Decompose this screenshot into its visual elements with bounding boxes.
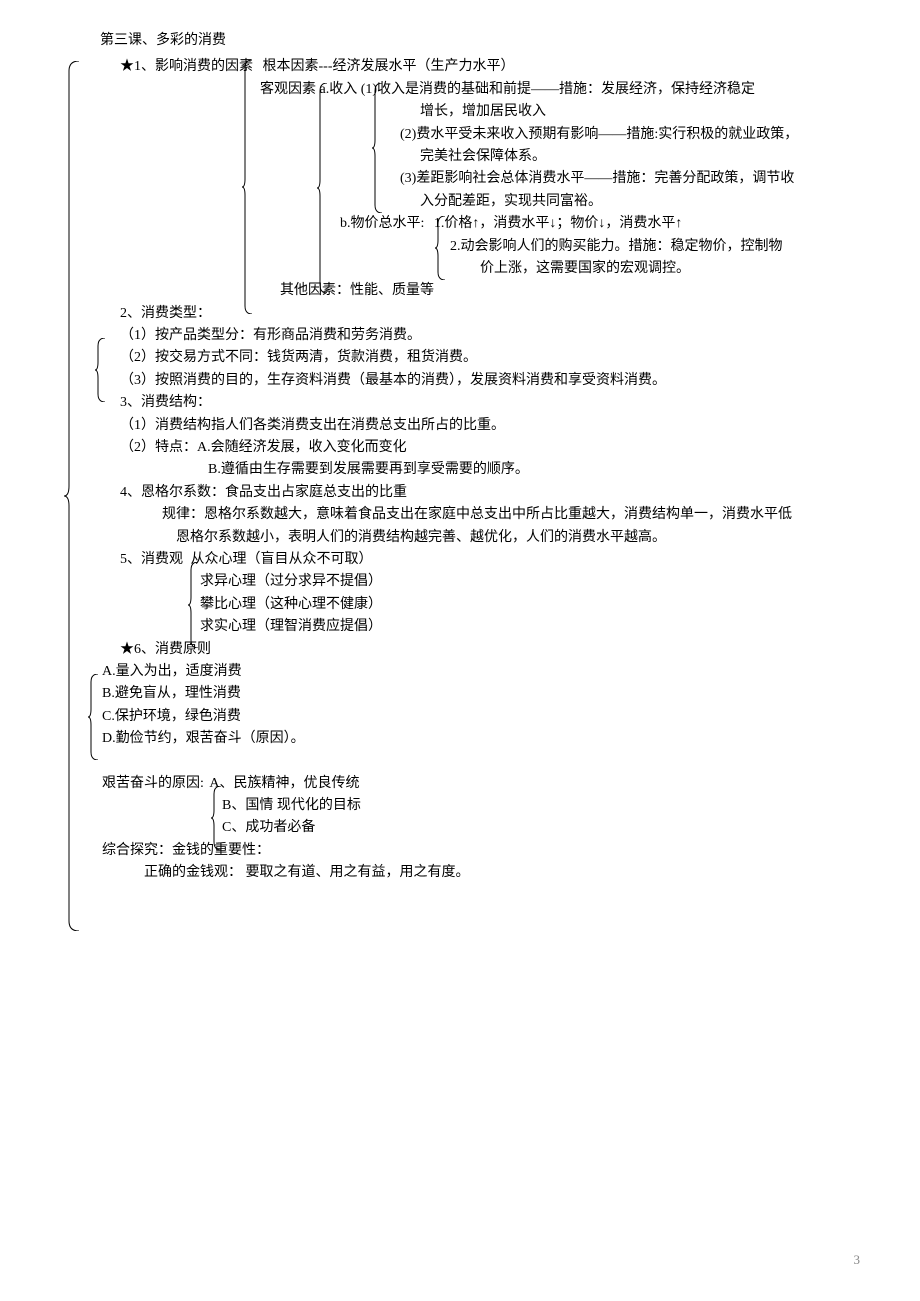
s7-item-a: A、民族精神，优良传统 (209, 776, 359, 791)
section-3: 3、消费结构： （1）消费结构指人们各类消费支出在消费总支出所占的比重。 （2）… (80, 392, 860, 482)
s1-price-2: 2.动会影响人们的购买能力。措施：稳定物价，控制物 (450, 236, 860, 258)
s1-other-factors: 其他因素：性能、质量等 (280, 280, 860, 302)
main-outline: ★1、影响消费的因素 根本因素---经济发展水平（生产力水平） 客观因素 a.收… (80, 56, 860, 884)
s1-price-2-cont: 价上涨，这需要国家的宏观调控。 (480, 258, 860, 280)
s5-item1: 从众心理（盲目从众不可取） (191, 552, 373, 567)
section-1: ★1、影响消费的因素 根本因素---经济发展水平（生产力水平） 客观因素 a.收… (80, 56, 860, 302)
s4-rule1: 规律：恩格尔系数越大，意味着食品支出在家庭中总支出中所占比重越大，消费结构单一，… (162, 504, 860, 526)
section-6: ★6、消费原则 A.量入为出，适度消费 B.避免盲从，理性消费 C.保护环境，绿… (80, 639, 860, 751)
s6-item-b: B.避免盲从，理性消费 (102, 683, 860, 705)
s2-header: 2、消费类型： (120, 303, 860, 325)
s5-header: 5、消费观 (120, 552, 183, 567)
s1-obj-brace (317, 83, 329, 293)
s1-factors-brace (242, 60, 254, 314)
spacer (80, 751, 860, 773)
s5-item4: 求实心理（理智消费应提倡） (200, 616, 860, 638)
s8-header: 综合探究：金钱的重要性： (102, 840, 860, 862)
s6-item-d: D.勤俭节约，艰苦奋斗（原因）。 (102, 728, 860, 750)
s2-item3: （3）按照消费的目的，生存资料消费（最基本的消费），发展资料消费和享受资料消费。 (120, 370, 860, 392)
s5-line: 5、消费观 从众心理（盲目从众不可取） (120, 549, 860, 571)
s1-header: ★1、影响消费的因素 (120, 59, 253, 74)
s2-item1: （1）按产品类型分：有形商品消费和劳务消费。 (120, 325, 860, 347)
s1-income-3-cont: 入分配差距，实现共同富裕。 (420, 191, 860, 213)
s1-income-label: a.收入 (320, 82, 358, 97)
s1-price-line: b.物价总水平: 1.价格↑，消费水平↓；物价↓，消费水平↑ (340, 213, 860, 235)
lesson-title: 第三课、多彩的消费 (100, 30, 860, 52)
s6-item-c: C.保护环境，绿色消费 (102, 706, 860, 728)
s1-income-2-cont: 完美社会保障体系。 (420, 146, 860, 168)
s1-price-label: b.物价总水平: (340, 216, 424, 231)
section-7: 艰苦奋斗的原因: A、民族精神，优良传统 B、国情 现代化的目标 C、成功者必备 (80, 773, 860, 840)
s1-income-brace (372, 83, 384, 213)
s6-header: ★6、消费原则 (120, 639, 860, 661)
s2-item2: （2）按交易方式不同：钱货两清，货款消费，租货消费。 (120, 347, 860, 369)
s1-income-3: (3)差距影响社会总体消费水平——措施：完善分配政策，调节收 (400, 168, 860, 190)
s3-item2: （2）特点：A.会随经济发展，收入变化而变化 (120, 437, 860, 459)
s1-root-factor: 根本因素---经济发展水平（生产力水平） (263, 59, 515, 74)
s1-objective-label: 客观因素 (260, 82, 316, 97)
s7-line: 艰苦奋斗的原因: A、民族精神，优良传统 (102, 773, 860, 795)
s8-content: 正确的金钱观： 要取之有道、用之有益，用之有度。 (144, 862, 860, 884)
section-4: 4、恩格尔系数：食品支出占家庭总支出的比重 规律：恩格尔系数越大，意味着食品支出… (80, 482, 860, 549)
s1-income-1-cont: 增长，增加居民收入 (420, 101, 860, 123)
section-2: 2、消费类型： （1）按产品类型分：有形商品消费和劳务消费。 （2）按交易方式不… (80, 303, 860, 393)
s3-item2-b: B.遵循由生存需要到发展需要再到享受需要的顺序。 (208, 459, 860, 481)
s6-item-a: A.量入为出，适度消费 (102, 661, 860, 683)
s7-item-c: C、成功者必备 (222, 817, 860, 839)
s5-item3: 攀比心理（这种心理不健康） (200, 594, 860, 616)
section-5: 5、消费观 从众心理（盲目从众不可取） 求异心理（过分求异不提倡） 攀比心理（这… (80, 549, 860, 639)
s1-price-1: 1.价格↑，消费水平↓；物价↓，消费水平↑ (434, 216, 683, 231)
s3-header: 3、消费结构： (120, 392, 860, 414)
s1-income-2: (2)费水平受未来收入预期有影响——措施:实行积极的就业政策， (400, 124, 860, 146)
s4-header: 4、恩格尔系数：食品支出占家庭总支出的比重 (120, 482, 860, 504)
s7-header: 艰苦奋斗的原因: (102, 776, 204, 791)
s6-brace (88, 674, 100, 760)
s5-item2: 求异心理（过分求异不提倡） (200, 571, 860, 593)
page-number: 3 (854, 1250, 861, 1271)
s1-income-1: (1)收入是消费的基础和前提——措施：发展经济，保持经济稳定 (361, 82, 755, 97)
s5-brace (188, 562, 200, 648)
s1-objective-line: 客观因素 a.收入 (1)收入是消费的基础和前提——措施：发展经济，保持经济稳定 (260, 79, 860, 101)
section-8: 综合探究：金钱的重要性： 正确的金钱观： 要取之有道、用之有益，用之有度。 (80, 840, 860, 885)
s3-item1: （1）消费结构指人们各类消费支出在消费总支出所占的比重。 (120, 415, 860, 437)
s4-rule2: 恩格尔系数越小，表明人们的消费结构越完善、越优化，人们的消费水平越高。 (176, 527, 860, 549)
s7-item-b: B、国情 现代化的目标 (222, 795, 860, 817)
s1-header-line: ★1、影响消费的因素 根本因素---经济发展水平（生产力水平） (120, 56, 860, 78)
